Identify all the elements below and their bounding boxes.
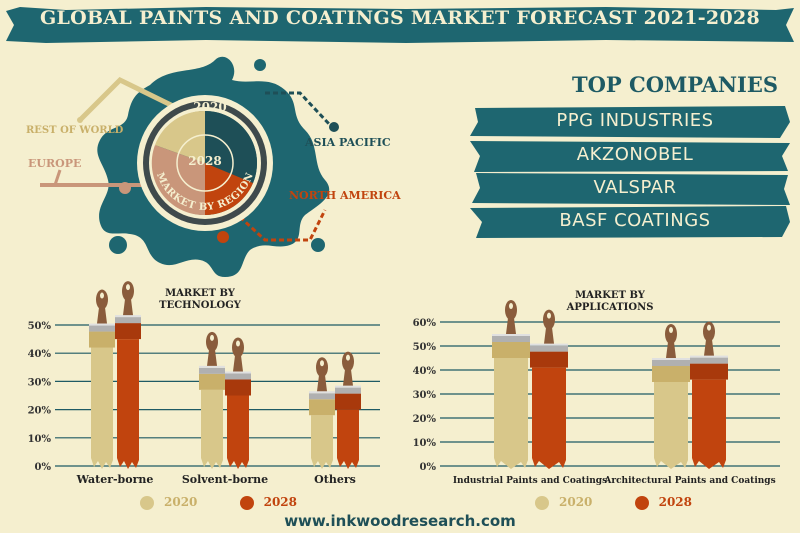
category-label: Others xyxy=(314,473,356,486)
bar-2020-others xyxy=(309,357,335,469)
category-label: Industrial Paints and Coatings xyxy=(453,476,607,486)
y-tick-label: 60% xyxy=(413,318,437,329)
category-label: Solvent-borne xyxy=(182,473,268,486)
legend-dot-2020 xyxy=(535,495,549,510)
bar-2020-solvent-borne xyxy=(199,331,225,469)
legend-label-2028: 2028 xyxy=(658,495,692,509)
chart-title-line2: APPLICATIONS xyxy=(566,302,654,313)
bar-2028-water-borne xyxy=(115,281,141,469)
company-akzonobel: AKZONOBEL xyxy=(576,144,694,165)
y-tick-label: 0% xyxy=(35,462,52,473)
legend-label-2028: 2028 xyxy=(263,495,297,509)
y-tick-label: 30% xyxy=(28,377,52,388)
applications-bar-chart: 0% 10% 20% 30% 40% 50% 60% MARKET BYAPPLICATION… xyxy=(413,290,780,486)
legend-dot-2028 xyxy=(634,495,649,510)
y-tick-label: 50% xyxy=(28,321,52,332)
company-banner-4 xyxy=(470,206,790,238)
region-asia-pacific: ASIA PACIFIC xyxy=(304,136,391,149)
top-companies-title: TOP COMPANIES xyxy=(571,72,779,97)
region-europe: EUROPE xyxy=(28,157,81,170)
chart-title-line2: TECHNOLOGY xyxy=(159,300,242,311)
company-ppg: PPG INDUSTRIES xyxy=(556,110,714,131)
technology-legend: 2020 2028 xyxy=(140,495,335,510)
legend-label-2020: 2020 xyxy=(559,495,593,509)
bar-2028-solvent-borne xyxy=(225,337,251,469)
company-basf: BASF COATINGS xyxy=(559,210,711,231)
y-tick-label: 40% xyxy=(413,366,437,377)
bar-2028-architectural-paints-and-coatings xyxy=(690,321,728,469)
company-banner-1 xyxy=(470,106,790,138)
y-tick-label: 10% xyxy=(413,438,437,449)
bar-2028-others xyxy=(335,351,361,469)
legend-label-2020: 2020 xyxy=(164,495,198,509)
category-label: Water-borne xyxy=(76,473,154,486)
bar-2020-architectural-paints-and-coatings xyxy=(652,324,690,469)
page-title: GLOBAL PAINTS AND COATINGS MARKET FORECA… xyxy=(39,7,761,29)
category-label: Architectural Paints and Coatings xyxy=(603,476,775,486)
bar-2028-industrial-paints-and-coatings xyxy=(530,309,568,469)
y-tick-label: 30% xyxy=(413,390,437,401)
legend-dot-2020 xyxy=(140,495,154,510)
company-valspar: VALSPAR xyxy=(593,177,677,198)
y-tick-label: 10% xyxy=(28,434,52,445)
website-footer: www.inkwoodresearch.com xyxy=(284,512,516,530)
region-north-america: NORTH AMERICA xyxy=(289,189,401,202)
applications-legend: 2020 2028 xyxy=(535,495,730,510)
bar-2020-industrial-paints-and-coatings xyxy=(492,300,530,469)
chart-title-line1: MARKET BY xyxy=(575,290,646,301)
y-tick-label: 20% xyxy=(28,406,52,417)
region-donut-chart: 2020 2028 MARKET BY REGION REST OF WORLD… xyxy=(26,56,401,277)
donut-label-2020: 2020 xyxy=(193,100,226,114)
company-banner-3 xyxy=(472,173,790,205)
y-tick-label: 0% xyxy=(420,462,437,473)
y-tick-label: 40% xyxy=(28,349,52,360)
title-banner xyxy=(6,7,794,43)
chart-title-line1: MARKET BY xyxy=(165,288,236,299)
y-tick-label: 20% xyxy=(413,414,437,425)
region-rest-of-world: REST OF WORLD xyxy=(26,125,124,136)
donut-label-2028: 2028 xyxy=(188,154,221,168)
company-banner-2 xyxy=(470,141,790,172)
y-tick-label: 50% xyxy=(413,342,437,353)
bar-2020-water-borne xyxy=(89,289,115,469)
legend-dot-2028 xyxy=(239,495,254,510)
